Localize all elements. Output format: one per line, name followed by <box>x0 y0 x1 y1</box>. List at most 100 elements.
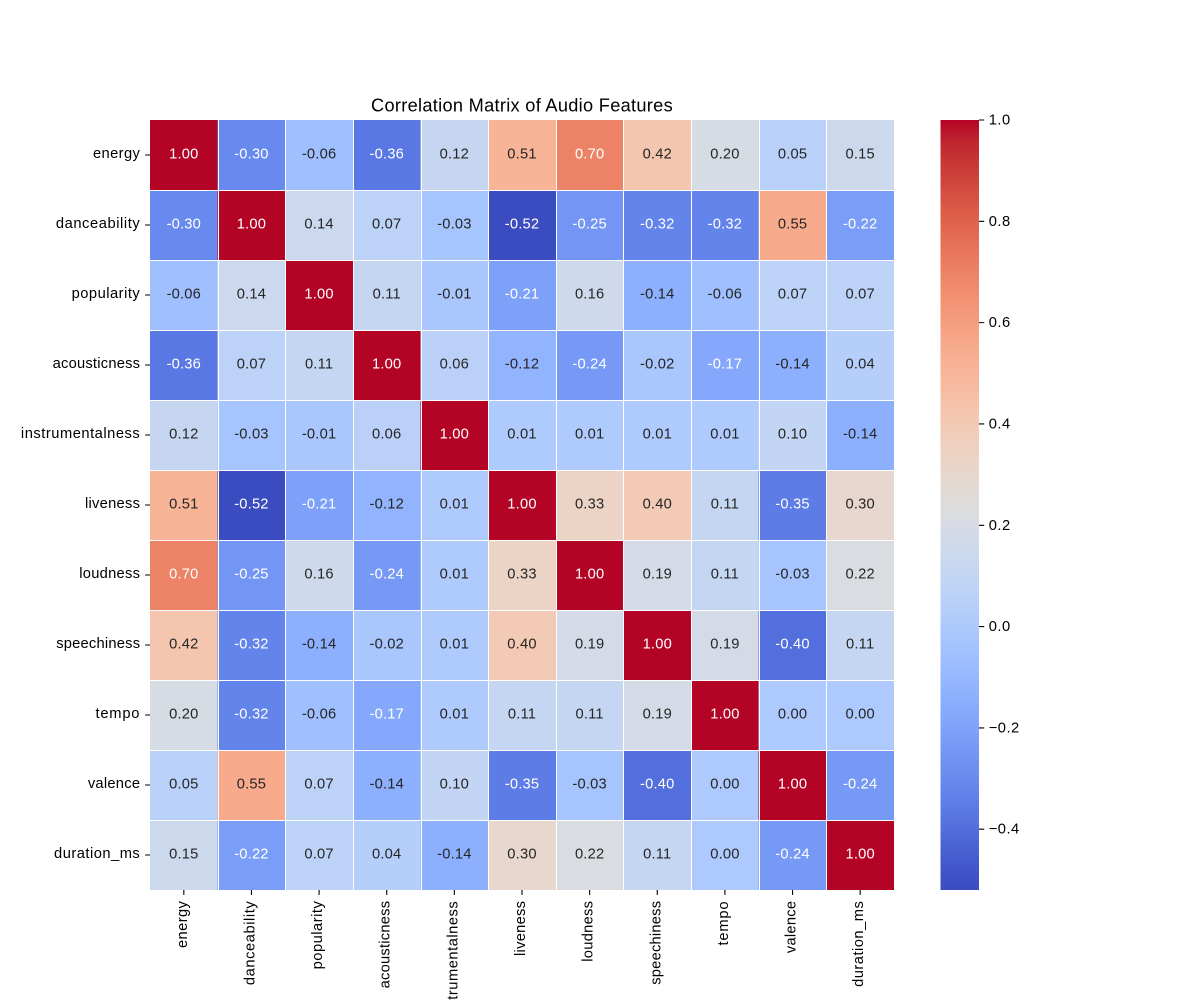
svg-text:-0.32: -0.32 <box>234 636 268 652</box>
svg-text:-0.25: -0.25 <box>572 216 606 232</box>
svg-text:0.00: 0.00 <box>778 706 807 722</box>
svg-text:-0.17: -0.17 <box>708 356 742 372</box>
svg-text:0.01: 0.01 <box>643 426 672 442</box>
svg-text:0.19: 0.19 <box>643 566 672 582</box>
svg-text:-0.03: -0.03 <box>775 566 809 582</box>
svg-text:-0.06: -0.06 <box>167 286 201 302</box>
svg-text:-0.40: -0.40 <box>640 776 674 792</box>
svg-text:0.05: 0.05 <box>169 776 198 792</box>
svg-text:0.6: 0.6 <box>989 315 1011 331</box>
svg-text:0.12: 0.12 <box>169 426 198 442</box>
svg-text:-0.14: -0.14 <box>369 776 403 792</box>
svg-text:0.12: 0.12 <box>440 146 469 162</box>
svg-text:-0.06: -0.06 <box>302 706 336 722</box>
svg-text:0.11: 0.11 <box>846 636 874 652</box>
svg-text:0.0: 0.0 <box>989 619 1011 635</box>
svg-text:danceability: danceability <box>242 901 258 985</box>
svg-text:duration_ms: duration_ms <box>54 846 140 862</box>
svg-text:0.07: 0.07 <box>845 286 874 302</box>
svg-text:0.42: 0.42 <box>643 146 672 162</box>
svg-text:0.33: 0.33 <box>507 566 536 582</box>
svg-text:0.4: 0.4 <box>989 416 1011 432</box>
svg-text:0.11: 0.11 <box>711 566 739 582</box>
svg-text:-0.24: -0.24 <box>369 566 403 582</box>
svg-text:0.05: 0.05 <box>778 146 807 162</box>
svg-text:-0.35: -0.35 <box>775 496 809 512</box>
svg-text:0.11: 0.11 <box>575 706 603 722</box>
svg-text:0.15: 0.15 <box>845 146 874 162</box>
svg-text:popularity: popularity <box>72 286 141 302</box>
svg-text:-0.24: -0.24 <box>775 846 809 862</box>
svg-text:loudness: loudness <box>581 901 597 962</box>
svg-text:-0.22: -0.22 <box>843 216 877 232</box>
svg-text:-0.32: -0.32 <box>640 216 674 232</box>
svg-text:1.00: 1.00 <box>372 356 401 372</box>
svg-text:-0.14: -0.14 <box>302 636 336 652</box>
svg-text:0.55: 0.55 <box>778 216 807 232</box>
svg-text:1.00: 1.00 <box>169 146 198 162</box>
svg-text:0.22: 0.22 <box>575 846 604 862</box>
svg-text:-0.32: -0.32 <box>234 706 268 722</box>
svg-text:0.11: 0.11 <box>711 496 739 512</box>
svg-text:-0.14: -0.14 <box>437 846 471 862</box>
svg-text:0.30: 0.30 <box>507 846 536 862</box>
svg-text:-0.06: -0.06 <box>708 286 742 302</box>
svg-text:-0.17: -0.17 <box>369 706 403 722</box>
svg-text:0.19: 0.19 <box>710 636 739 652</box>
svg-text:-0.22: -0.22 <box>234 846 268 862</box>
svg-text:-0.03: -0.03 <box>572 776 606 792</box>
svg-text:-0.24: -0.24 <box>572 356 606 372</box>
svg-text:0.11: 0.11 <box>373 286 401 302</box>
svg-text:-0.12: -0.12 <box>369 496 403 512</box>
svg-text:energy: energy <box>93 146 141 162</box>
svg-text:-0.32: -0.32 <box>708 216 742 232</box>
svg-text:1.00: 1.00 <box>845 846 874 862</box>
svg-text:-0.40: -0.40 <box>775 636 809 652</box>
svg-text:-0.36: -0.36 <box>167 356 201 372</box>
svg-text:tempo: tempo <box>716 901 732 946</box>
svg-text:0.01: 0.01 <box>710 426 739 442</box>
svg-text:acousticness: acousticness <box>378 901 394 989</box>
svg-text:0.8: 0.8 <box>989 214 1011 230</box>
svg-text:0.42: 0.42 <box>169 636 198 652</box>
svg-text:0.16: 0.16 <box>575 286 604 302</box>
svg-text:1.00: 1.00 <box>237 216 266 232</box>
svg-text:liveness: liveness <box>85 496 140 512</box>
svg-text:-0.21: -0.21 <box>302 496 336 512</box>
svg-text:0.70: 0.70 <box>169 566 198 582</box>
svg-text:0.07: 0.07 <box>778 286 807 302</box>
svg-text:-0.01: -0.01 <box>437 286 471 302</box>
svg-text:0.14: 0.14 <box>237 286 266 302</box>
svg-text:-0.14: -0.14 <box>843 426 877 442</box>
svg-text:danceability: danceability <box>56 216 140 232</box>
svg-text:1.00: 1.00 <box>710 706 739 722</box>
svg-text:-0.52: -0.52 <box>234 496 268 512</box>
svg-text:0.00: 0.00 <box>710 776 739 792</box>
svg-text:0.14: 0.14 <box>304 216 333 232</box>
svg-text:0.07: 0.07 <box>237 356 266 372</box>
svg-text:0.00: 0.00 <box>710 846 739 862</box>
svg-text:0.01: 0.01 <box>507 426 536 442</box>
svg-text:-0.25: -0.25 <box>234 566 268 582</box>
svg-text:0.10: 0.10 <box>440 776 469 792</box>
svg-text:-0.21: -0.21 <box>505 286 539 302</box>
svg-text:0.51: 0.51 <box>169 496 198 512</box>
svg-text:−0.2: −0.2 <box>989 720 1020 736</box>
svg-text:0.51: 0.51 <box>507 146 536 162</box>
svg-text:speechiness: speechiness <box>648 901 664 985</box>
svg-text:-0.01: -0.01 <box>302 426 336 442</box>
svg-text:-0.14: -0.14 <box>640 286 674 302</box>
svg-text:tempo: tempo <box>95 706 140 722</box>
svg-text:0.22: 0.22 <box>845 566 874 582</box>
svg-text:acousticness: acousticness <box>53 356 141 372</box>
svg-text:speechiness: speechiness <box>56 636 140 652</box>
svg-text:1.00: 1.00 <box>643 636 672 652</box>
svg-text:0.10: 0.10 <box>778 426 807 442</box>
svg-text:1.00: 1.00 <box>440 426 469 442</box>
svg-text:instrumentalness: instrumentalness <box>445 901 461 1000</box>
svg-text:loudness: loudness <box>79 566 140 582</box>
svg-text:0.07: 0.07 <box>372 216 401 232</box>
svg-text:0.11: 0.11 <box>643 846 671 862</box>
svg-text:-0.24: -0.24 <box>843 776 877 792</box>
svg-text:1.00: 1.00 <box>778 776 807 792</box>
